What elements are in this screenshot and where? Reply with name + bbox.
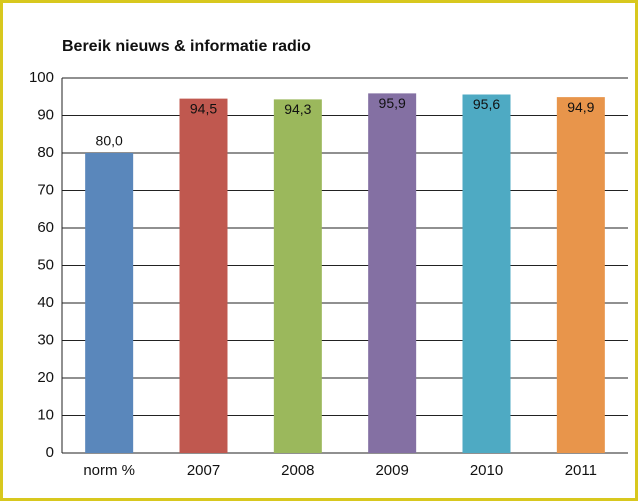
bar (368, 93, 417, 453)
x-tick-label: 2011 (565, 462, 597, 479)
bar (179, 98, 228, 453)
value-label: 95,6 (473, 96, 500, 112)
bar (85, 153, 134, 453)
value-label: 94,9 (567, 99, 594, 115)
bar (273, 99, 322, 453)
y-tick-label: 80 (37, 144, 54, 161)
x-tick-label: 2010 (470, 462, 503, 479)
value-label: 94,5 (190, 100, 217, 116)
x-tick-label: 2008 (281, 462, 314, 479)
y-tick-label: 30 (37, 331, 54, 348)
y-tick-label: 40 (37, 294, 54, 311)
bar (556, 97, 605, 453)
y-tick-label: 50 (37, 256, 54, 273)
x-tick-label: 2009 (375, 462, 408, 479)
y-tick-label: 60 (37, 219, 54, 236)
y-tick-label: 90 (37, 106, 54, 123)
y-tick-label: 70 (37, 181, 54, 198)
x-tick-label: norm % (83, 462, 135, 479)
y-tick-label: 20 (37, 369, 54, 386)
x-tick-label: 2007 (187, 462, 220, 479)
y-tick-label: 0 (46, 444, 54, 461)
y-tick-label: 10 (37, 406, 54, 423)
y-tick-label: 100 (29, 69, 54, 86)
chart-title: Bereik nieuws & informatie radio (62, 38, 311, 55)
bar (462, 94, 511, 453)
value-label: 80,0 (96, 133, 123, 149)
value-label: 94,3 (284, 101, 311, 117)
value-label: 95,9 (379, 95, 406, 111)
